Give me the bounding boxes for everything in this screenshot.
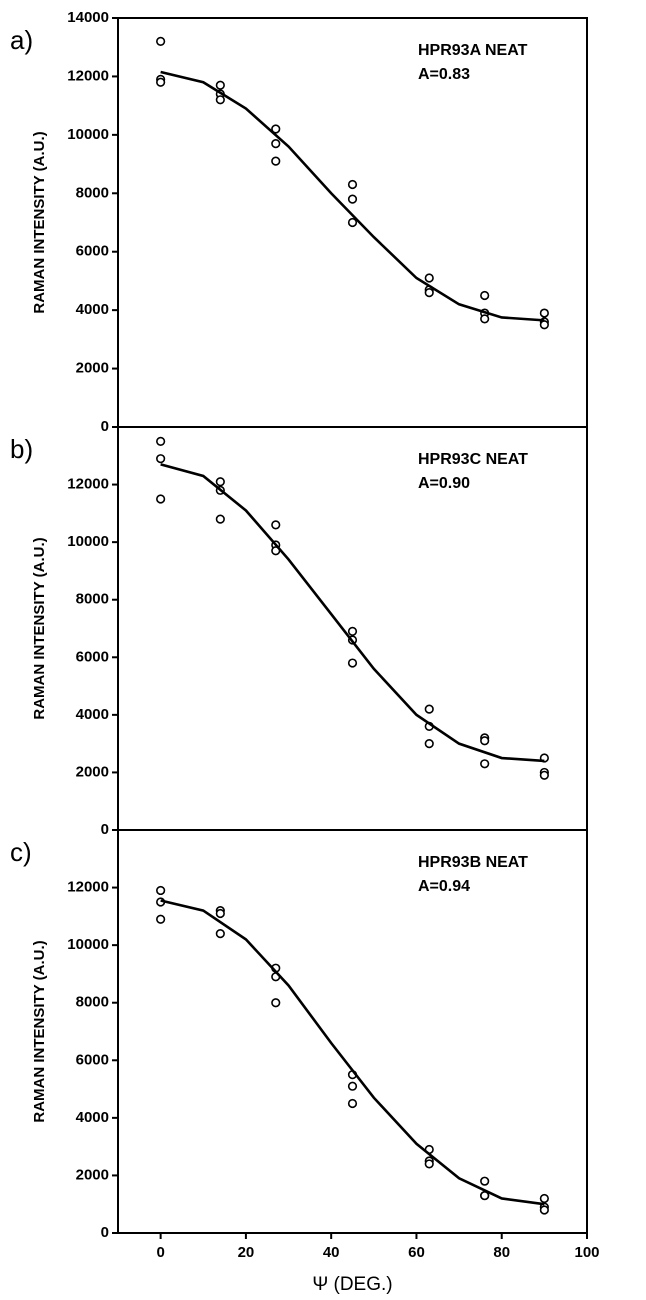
data-point (271, 156, 281, 166)
data-point (215, 908, 225, 919)
y-tick-label: 8000 (76, 994, 109, 1011)
panel-label: c) (10, 837, 32, 867)
y-tick-label: 12000 (67, 67, 109, 84)
data-point (271, 124, 281, 134)
y-tick-label: 0 (101, 821, 109, 838)
plot-frame (117, 829, 588, 1234)
data-point (424, 1159, 434, 1169)
data-point (424, 739, 434, 749)
data-point (215, 80, 225, 90)
x-tick-label: 0 (156, 1244, 164, 1261)
x-tick-label: 20 (238, 1244, 255, 1261)
data-point (539, 308, 549, 318)
y-axis-label: RAMAN INTENSITY (A.U.) (31, 940, 48, 1122)
fit-curve (160, 70, 545, 322)
y-tick-label: 6000 (76, 243, 109, 260)
y-tick-label: 6000 (76, 1051, 109, 1068)
data-point (347, 217, 358, 228)
fit-curve (160, 899, 545, 1206)
data-point (347, 1098, 358, 1109)
y-tick-label: 0 (101, 1224, 109, 1241)
x-tick-label: 100 (574, 1244, 599, 1261)
y-tick-label: 2000 (76, 360, 109, 377)
data-point (539, 1205, 549, 1215)
x-tick-label: 60 (408, 1244, 425, 1261)
y-tick-label: 10000 (67, 126, 109, 143)
panel-label: a) (10, 25, 33, 55)
annotation: HPR93B NEAT (418, 854, 528, 871)
data-point (539, 1193, 549, 1204)
y-tick-label: 4000 (76, 1109, 109, 1126)
annotation: A=0.94 (418, 878, 470, 895)
x-tick-label: 80 (493, 1244, 510, 1261)
y-tick-label: 12000 (67, 476, 109, 493)
fit-curve (160, 463, 545, 763)
data-point (156, 494, 166, 504)
data-point (156, 77, 166, 87)
data-point (156, 436, 166, 446)
y-tick-label: 14000 (67, 9, 109, 26)
data-point (539, 770, 549, 780)
y-tick-label: 2000 (76, 763, 109, 780)
y-tick-label: 6000 (76, 648, 109, 665)
annotation: HPR93C NEAT (418, 451, 528, 468)
data-point (215, 514, 225, 524)
data-point (347, 1081, 358, 1091)
data-point (424, 273, 434, 283)
annotation: A=0.90 (418, 475, 470, 492)
data-point (480, 759, 490, 769)
data-point (156, 914, 166, 924)
y-tick-label: 8000 (76, 184, 109, 201)
data-point (271, 520, 281, 530)
y-tick-label: 4000 (76, 301, 109, 318)
data-point (424, 288, 434, 298)
x-axis-label: Ψ (DEG.) (312, 1274, 392, 1295)
data-point (156, 454, 166, 464)
y-tick-label: 4000 (76, 706, 109, 723)
y-axis-label: RAMAN INTENSITY (A.U.) (31, 131, 48, 313)
data-point (215, 95, 225, 105)
data-point (424, 704, 434, 714)
y-tick-label: 10000 (67, 936, 109, 953)
data-point (215, 477, 225, 487)
data-point (347, 658, 358, 668)
y-tick-label: 10000 (67, 533, 109, 550)
data-point (480, 314, 490, 324)
data-point (156, 36, 166, 46)
y-tick-label: 2000 (76, 1166, 109, 1183)
annotation: A=0.83 (418, 66, 470, 83)
y-tick-label: 12000 (67, 879, 109, 896)
data-point (480, 1176, 490, 1186)
data-point (347, 626, 358, 636)
y-tick-label: 8000 (76, 591, 109, 608)
annotation: HPR93A NEAT (418, 42, 528, 59)
data-point (539, 320, 549, 330)
data-point (271, 139, 281, 149)
data-point (347, 194, 358, 204)
data-point (271, 998, 281, 1008)
data-point (215, 929, 225, 939)
y-tick-label: 0 (101, 418, 109, 435)
data-point (480, 290, 490, 301)
data-point (156, 885, 166, 896)
x-tick-label: 40 (323, 1244, 340, 1261)
data-point (347, 179, 358, 190)
y-axis-label: RAMAN INTENSITY (A.U.) (31, 537, 48, 719)
panel-label: b) (10, 434, 33, 464)
data-point (480, 736, 490, 746)
